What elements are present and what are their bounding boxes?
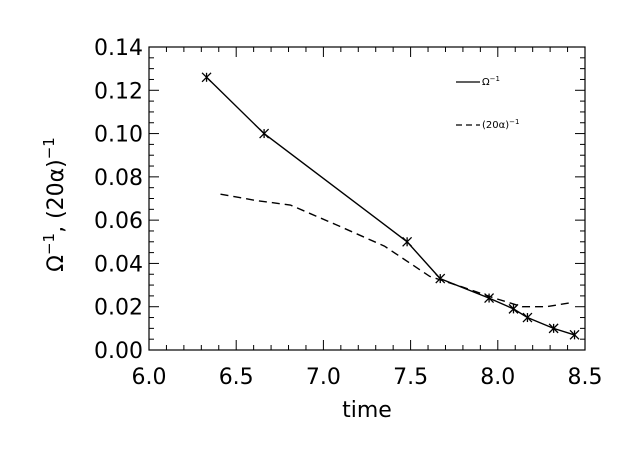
data-point xyxy=(435,273,446,284)
y-axis-title-text: , (20α) xyxy=(44,159,69,233)
y-tick-label: 0.06 xyxy=(94,209,143,234)
legend-superscript: −1 xyxy=(490,75,500,83)
y-tick-label: 0.12 xyxy=(94,79,143,104)
legend-superscript: −1 xyxy=(509,118,519,126)
x-tick-label: 6.5 xyxy=(219,365,254,390)
y-tick-label: 0.04 xyxy=(94,252,143,277)
data-point xyxy=(201,72,212,83)
data-point xyxy=(259,128,270,139)
x-tick-label: 6.0 xyxy=(132,365,167,390)
legend-label-1: (20α)−1 xyxy=(482,118,519,131)
legend-text: (20α) xyxy=(482,120,509,131)
x-axis-title: time xyxy=(342,398,392,423)
x-tick-label: 7.0 xyxy=(306,365,341,390)
y-axis-title-superscript: −1 xyxy=(40,233,58,255)
data-point xyxy=(569,329,580,340)
data-point xyxy=(522,312,533,323)
x-tick-label: 8.0 xyxy=(480,365,515,390)
y-tick-label: 0.02 xyxy=(94,296,143,321)
legend-text: Ω xyxy=(482,77,490,88)
data-point xyxy=(508,303,519,314)
legend-label-0: Ω−1 xyxy=(482,75,500,88)
y-axis-title-superscript: −1 xyxy=(40,137,58,159)
y-axis-title-text: Ω xyxy=(44,255,69,272)
y-tick-label: 0.10 xyxy=(94,123,143,148)
series-line-0 xyxy=(206,76,575,336)
x-tick-label: 8.5 xyxy=(568,365,603,390)
y-tick-label: 0.08 xyxy=(94,166,143,191)
series-line-1 xyxy=(220,193,573,308)
data-point xyxy=(402,236,413,247)
data-point xyxy=(548,323,559,334)
x-tick-label: 7.5 xyxy=(393,365,428,390)
plot-frame xyxy=(148,46,586,351)
y-axis-title: Ω−1, (20α)−1 xyxy=(40,137,69,272)
y-tick-label: 0.00 xyxy=(94,339,143,364)
y-tick-label: 0.14 xyxy=(94,36,143,61)
